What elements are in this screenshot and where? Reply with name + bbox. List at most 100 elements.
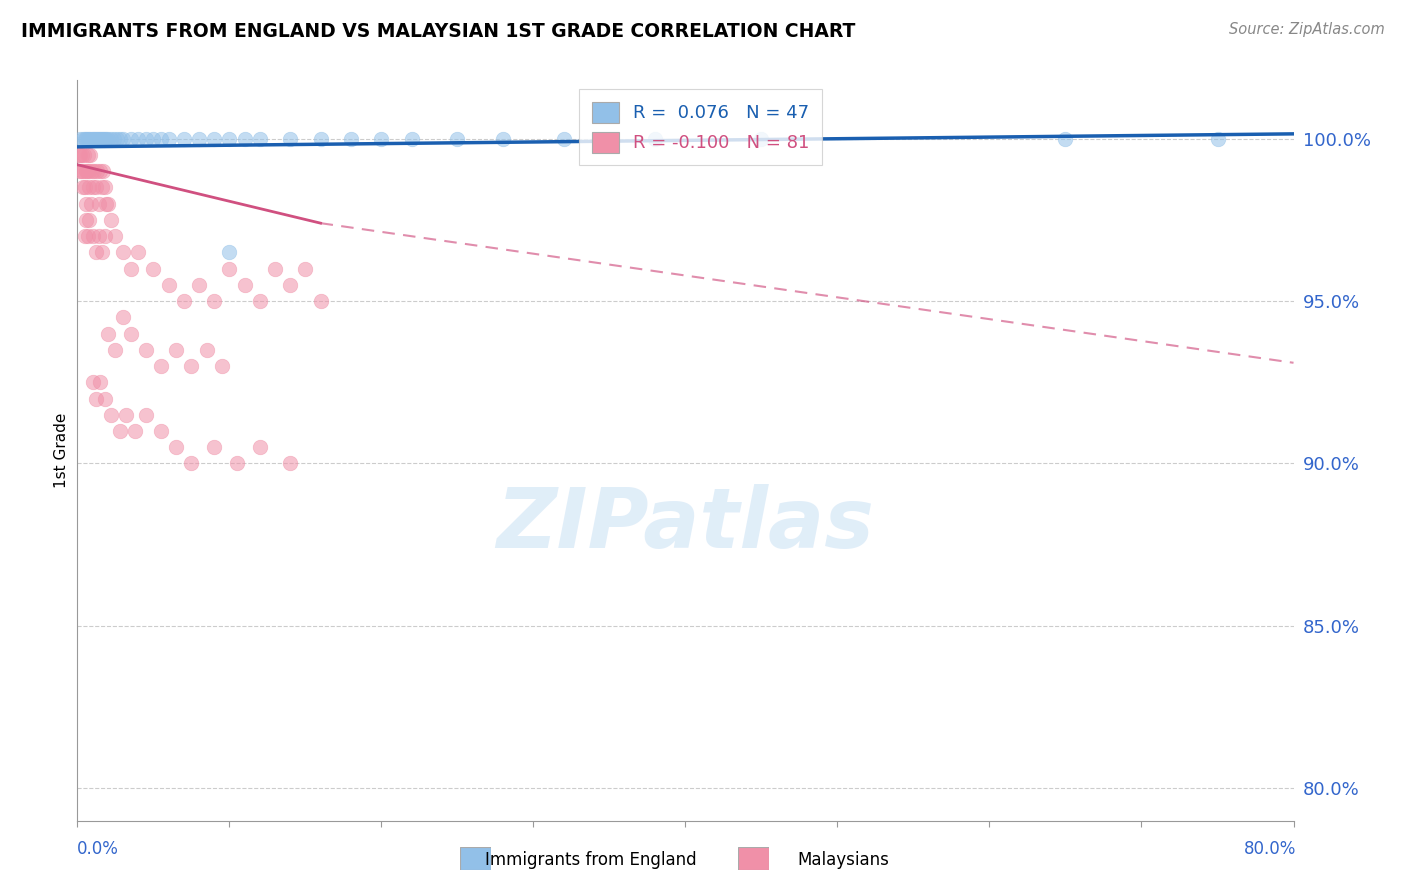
Point <box>93 229 115 244</box>
Point <box>173 294 195 309</box>
Point <box>72 180 94 194</box>
Point <box>105 132 128 146</box>
Point <box>90 180 112 194</box>
Point <box>83 164 105 178</box>
Point <box>104 229 127 244</box>
Point <box>233 277 256 292</box>
Point <box>77 229 100 244</box>
Point <box>103 132 125 146</box>
Point <box>72 164 94 178</box>
Point <box>93 132 115 146</box>
Y-axis label: 1st Grade: 1st Grade <box>53 413 69 488</box>
Point <box>1206 132 1229 146</box>
Point <box>149 424 172 438</box>
Point <box>142 261 165 276</box>
Point <box>211 359 233 373</box>
Point <box>87 196 110 211</box>
Point <box>97 132 120 146</box>
Point <box>278 277 301 292</box>
Point <box>142 132 165 146</box>
Point <box>84 132 107 146</box>
Point <box>165 343 187 357</box>
Point <box>96 132 118 146</box>
Point <box>67 148 90 162</box>
Point <box>86 132 108 146</box>
Point <box>644 132 666 146</box>
Point <box>370 132 392 146</box>
Point <box>87 132 110 146</box>
Text: Source: ZipAtlas.com: Source: ZipAtlas.com <box>1229 22 1385 37</box>
Point <box>149 359 172 373</box>
Point <box>87 229 110 244</box>
Point <box>111 245 134 260</box>
Point <box>120 132 142 146</box>
Point <box>84 392 107 406</box>
Point <box>135 408 157 422</box>
Point <box>91 164 114 178</box>
Point <box>82 132 104 146</box>
Point <box>90 132 112 146</box>
Point <box>294 261 316 276</box>
Point <box>135 132 157 146</box>
Point <box>202 294 225 309</box>
Point <box>218 245 240 260</box>
Point <box>249 132 271 146</box>
Point <box>249 294 271 309</box>
Point <box>492 132 515 146</box>
Point <box>77 180 100 194</box>
Point <box>83 132 105 146</box>
Point <box>157 132 180 146</box>
Point <box>90 245 112 260</box>
Point <box>180 457 202 471</box>
Point <box>278 132 301 146</box>
Text: IMMIGRANTS FROM ENGLAND VS MALAYSIAN 1ST GRADE CORRELATION CHART: IMMIGRANTS FROM ENGLAND VS MALAYSIAN 1ST… <box>21 22 855 41</box>
Point <box>82 180 104 194</box>
Point <box>218 132 240 146</box>
Point <box>82 376 104 390</box>
Text: ZIPatlas: ZIPatlas <box>496 484 875 565</box>
Point <box>202 440 225 454</box>
Point <box>108 132 131 146</box>
Point <box>180 359 202 373</box>
Point <box>100 132 122 146</box>
Point <box>69 164 91 178</box>
Point <box>135 343 157 357</box>
Point <box>278 457 301 471</box>
Legend: R =  0.076   N = 47, R = -0.100   N = 81: R = 0.076 N = 47, R = -0.100 N = 81 <box>579 89 823 165</box>
Point <box>72 132 94 146</box>
Point <box>93 180 115 194</box>
Point <box>79 164 101 178</box>
Point <box>108 424 131 438</box>
Text: Malaysians: Malaysians <box>797 851 890 869</box>
Point <box>195 343 218 357</box>
Point <box>80 132 103 146</box>
Point <box>86 164 108 178</box>
Point <box>226 457 249 471</box>
Point <box>104 343 127 357</box>
Point <box>165 440 187 454</box>
Point <box>100 408 122 422</box>
Point <box>89 376 111 390</box>
Point <box>89 164 111 178</box>
Point <box>173 132 195 146</box>
Point <box>202 132 225 146</box>
Point <box>79 148 101 162</box>
Point <box>75 164 97 178</box>
Point <box>188 132 211 146</box>
Point <box>76 164 98 178</box>
Text: 80.0%: 80.0% <box>1244 839 1296 857</box>
Point <box>73 148 96 162</box>
Point <box>309 132 332 146</box>
Point <box>80 196 103 211</box>
Point <box>96 196 118 211</box>
Point <box>553 132 575 146</box>
Point <box>79 132 101 146</box>
Point <box>97 326 120 341</box>
Point <box>73 132 96 146</box>
Point <box>249 440 271 454</box>
Point <box>73 180 96 194</box>
Point <box>100 213 122 227</box>
Point <box>93 392 115 406</box>
Point <box>75 213 97 227</box>
Point <box>111 310 134 325</box>
